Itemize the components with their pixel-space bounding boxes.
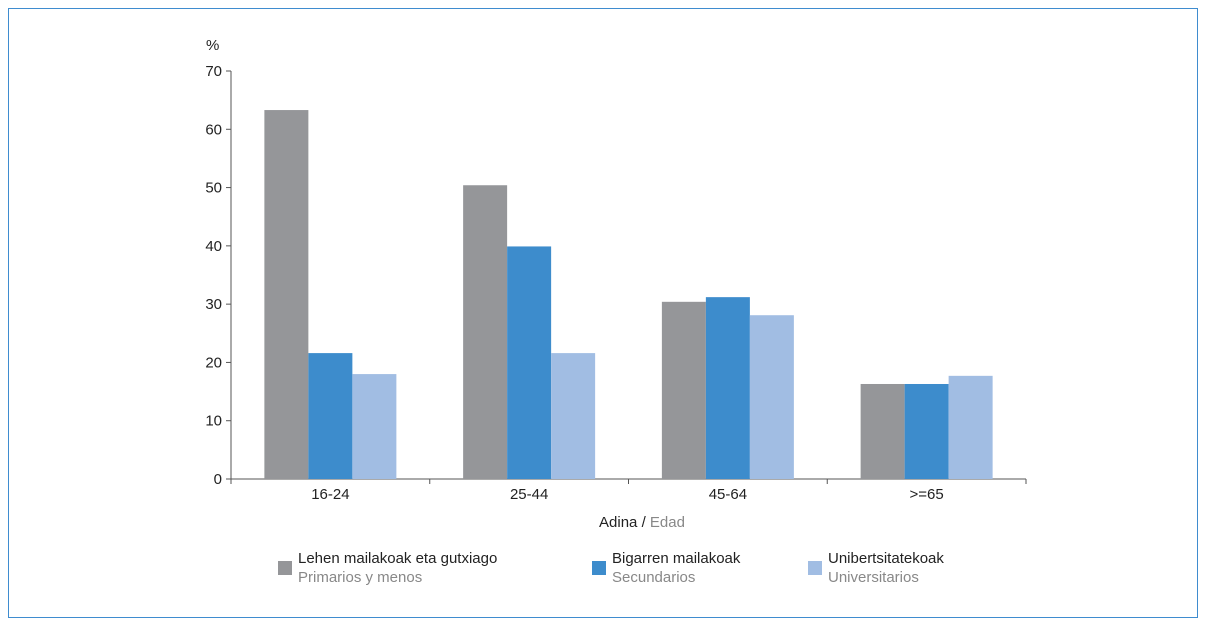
legend-item-secundarios: Bigarren mailakoak Secundarios xyxy=(592,549,740,587)
legend-label-primarios: Lehen mailakoak eta gutxiago xyxy=(298,550,498,567)
x-axis-title-secondary: Edad xyxy=(650,514,685,531)
legend: Lehen mailakoak eta gutxiago Primarios y… xyxy=(0,549,1207,609)
bar-primarios xyxy=(661,301,706,479)
legend-sublabel-universitarios: Universitarios xyxy=(828,569,919,586)
bar-chart: % 0 10 20 30 40 50 60 70 16-24 25-44 45-64 >=65 Ad… xyxy=(205,37,1027,531)
legend-sublabel-primarios: Primarios y menos xyxy=(298,569,423,586)
y-tick-label: 0 xyxy=(214,471,222,488)
bar-secundarios xyxy=(507,246,552,479)
x-axis: 16-24 25-44 45-64 >=65 xyxy=(230,478,1027,503)
legend-label-universitarios: Unibertsitatekoak xyxy=(828,550,944,567)
bar-secundarios xyxy=(904,383,949,479)
bars-group xyxy=(264,110,993,480)
bar-primarios xyxy=(264,110,309,480)
bar-universitarios xyxy=(352,374,397,479)
x-axis-title-primary: Adina xyxy=(599,514,638,531)
legend-sublabel-secundarios: Secundarios xyxy=(612,569,696,586)
legend-label-secundarios: Bigarren mailakoak xyxy=(612,550,741,567)
bar-universitarios xyxy=(749,315,794,479)
bar-primarios xyxy=(860,383,905,479)
legend-swatch-universitarios xyxy=(808,561,822,575)
legend-item-universitarios: Unibertsitatekoak Universitarios xyxy=(808,549,944,587)
bar-universitarios xyxy=(948,375,993,479)
y-tick-label: 50 xyxy=(205,180,222,197)
y-axis-unit-label: % xyxy=(206,37,219,54)
x-axis-title: Adina / Edad xyxy=(599,514,685,531)
legend-swatch-primarios xyxy=(278,561,292,575)
legend-item-primarios: Lehen mailakoak eta gutxiago Primarios y… xyxy=(278,549,497,587)
y-axis: 0 10 20 30 40 50 60 70 xyxy=(205,63,232,488)
bar-universitarios xyxy=(551,353,596,479)
x-axis-title-separator: / xyxy=(637,514,650,531)
legend-swatch-secundarios xyxy=(592,561,606,575)
y-tick-label: 60 xyxy=(205,121,222,138)
x-tick-label: 25-44 xyxy=(510,486,548,503)
y-tick-label: 20 xyxy=(205,354,222,371)
bar-primarios xyxy=(463,185,508,480)
x-tick-label: 45-64 xyxy=(709,486,747,503)
x-tick-label: 16-24 xyxy=(311,486,349,503)
y-tick-label: 30 xyxy=(205,296,222,313)
y-tick-label: 10 xyxy=(205,413,222,430)
bar-secundarios xyxy=(308,353,353,479)
y-tick-label: 70 xyxy=(205,63,222,80)
y-tick-label: 40 xyxy=(205,238,222,255)
bar-secundarios xyxy=(705,297,750,479)
x-tick-label: >=65 xyxy=(910,486,944,503)
